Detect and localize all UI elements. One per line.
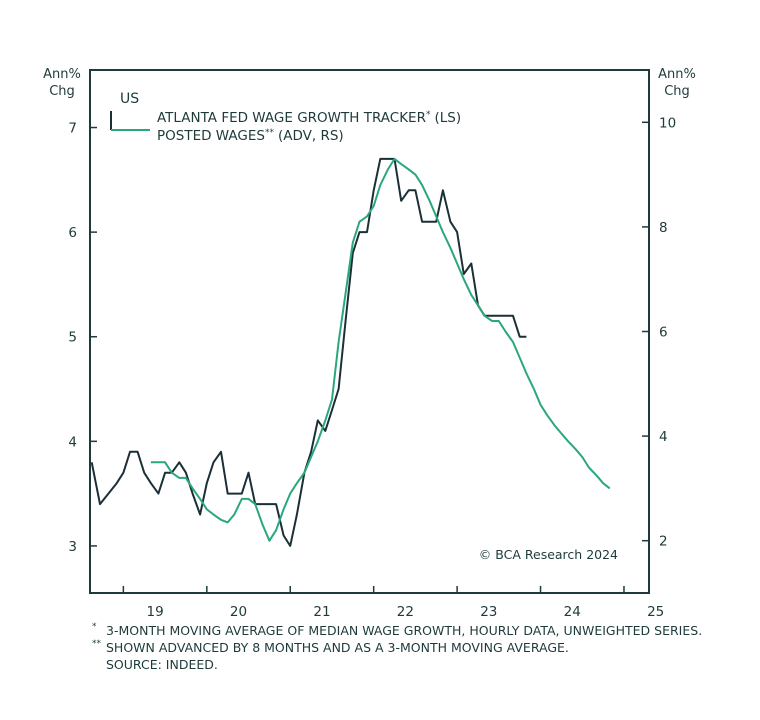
right-axis-label-line1: Ann%	[658, 67, 696, 82]
series-lines	[90, 157, 611, 547]
y-left-tick-label-7: 7	[68, 121, 77, 137]
footnotes: * 3-MONTH MOVING AVERAGE OF MEDIAN WAGE …	[92, 622, 732, 673]
y-right-tick-label-6: 6	[659, 325, 668, 341]
x-tick-label-24: 24	[564, 604, 581, 620]
legend-name-atlanta: ATLANTA FED WAGE GROWTH TRACKER	[157, 110, 426, 126]
y-left-tick-label-6: 6	[68, 225, 77, 241]
legend: US ATLANTA FED WAGE GROWTH TRACKER* (LS) …	[110, 91, 461, 144]
y-left-tick-label-3: 3	[68, 539, 77, 555]
y-left-tick-label-4: 4	[68, 434, 77, 450]
legend-label-atlanta: ATLANTA FED WAGE GROWTH TRACKER* (LS)	[157, 110, 461, 126]
right-axis-label-line2: Chg	[664, 84, 690, 99]
footnote-1: * 3-MONTH MOVING AVERAGE OF MEDIAN WAGE …	[92, 622, 732, 639]
legend-mark-posted: **	[265, 128, 275, 138]
wage-growth-chart: Ann% Chg Ann% Chg 19 20 21 22 23 24 2534567246…	[43, 67, 696, 620]
legend-name-posted: POSTED WAGES	[157, 128, 265, 144]
left-axis-label-line1: Ann%	[43, 67, 81, 82]
legend-mark-atlanta: *	[426, 110, 431, 120]
x-tick-label-20: 20	[230, 604, 247, 620]
x-tick-label-25: 25	[647, 604, 664, 620]
legend-suffix-posted: (ADV, RS)	[278, 128, 344, 144]
footnote-1-text: 3-MONTH MOVING AVERAGE OF MEDIAN WAGE GR…	[106, 623, 703, 638]
x-tick-label-19: 19	[146, 604, 163, 620]
x-tick-label-23: 23	[480, 604, 497, 620]
legend-label-posted: POSTED WAGES** (ADV, RS)	[157, 128, 344, 144]
legend-suffix-atlanta: (LS)	[434, 110, 461, 126]
series-line-posted-wages	[150, 157, 611, 542]
footnote-3: SOURCE: INDEED.	[92, 656, 732, 673]
footnote-2-text: SHOWN ADVANCED BY 8 MONTHS AND AS A 3-MO…	[106, 640, 569, 655]
x-tick-label-22: 22	[397, 604, 414, 620]
footnote-1-mark: *	[92, 622, 97, 632]
series-line-atlanta-fed	[90, 157, 527, 547]
y-right-tick-label-4: 4	[659, 429, 668, 445]
left-axis-label-line2: Chg	[49, 84, 75, 99]
x-tick-label-21: 21	[313, 604, 330, 620]
y-right-tick-label-10: 10	[659, 115, 676, 131]
panel-label: US	[120, 91, 139, 107]
copyright: © BCA Research 2024	[479, 547, 618, 562]
footnote-2: ** SHOWN ADVANCED BY 8 MONTHS AND AS A 3…	[92, 639, 732, 656]
footnote-2-mark: **	[92, 639, 101, 649]
plot-frame	[89, 69, 650, 594]
footnote-3-text: SOURCE: INDEED.	[106, 657, 218, 672]
y-right-tick-label-8: 8	[659, 220, 668, 236]
y-right-tick-label-2: 2	[659, 534, 668, 550]
y-left-tick-label-5: 5	[68, 330, 77, 346]
